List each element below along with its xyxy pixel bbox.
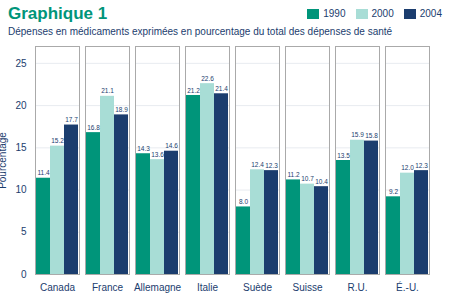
svg-text:15: 15 <box>15 142 27 153</box>
svg-text:8.0: 8.0 <box>239 198 248 205</box>
svg-text:13.5: 13.5 <box>337 152 350 159</box>
svg-text:14.6: 14.6 <box>165 142 178 149</box>
svg-text:0: 0 <box>21 269 27 280</box>
svg-text:13.6: 13.6 <box>151 151 164 158</box>
svg-text:É.-U.: É.-U. <box>396 281 419 293</box>
svg-text:10.4: 10.4 <box>315 178 328 185</box>
svg-text:12.4: 12.4 <box>251 161 264 168</box>
svg-text:Italie: Italie <box>197 282 219 293</box>
svg-text:22.6: 22.6 <box>201 75 214 82</box>
svg-text:Pourcentage: Pourcentage <box>0 132 8 189</box>
svg-text:12.3: 12.3 <box>415 162 428 169</box>
svg-text:10.7: 10.7 <box>301 175 314 182</box>
svg-text:21.4: 21.4 <box>215 85 228 92</box>
html-text:2000: 2000 <box>371 8 394 19</box>
svg-text:12.0: 12.0 <box>401 164 414 171</box>
svg-text:15.2: 15.2 <box>51 137 64 144</box>
svg-text:15.8: 15.8 <box>365 132 378 139</box>
svg-text:14.3: 14.3 <box>137 145 150 152</box>
svg-text:21.2: 21.2 <box>187 87 200 94</box>
svg-text:10: 10 <box>15 184 27 195</box>
svg-text:Suède: Suède <box>243 282 272 293</box>
html-text:Graphique 1: Graphique 1 <box>8 4 108 23</box>
svg-text:Allemagne: Allemagne <box>134 282 182 293</box>
svg-text:16.8: 16.8 <box>87 124 100 131</box>
svg-text:11.4: 11.4 <box>37 169 50 176</box>
svg-text:21.1: 21.1 <box>101 87 114 94</box>
svg-text:17.7: 17.7 <box>65 116 78 123</box>
svg-text:11.2: 11.2 <box>287 171 300 178</box>
html-text:2004: 2004 <box>419 8 442 19</box>
svg-text:18.9: 18.9 <box>115 106 128 113</box>
svg-text:20: 20 <box>15 100 27 111</box>
svg-text:25: 25 <box>15 58 27 69</box>
svg-text:Canada: Canada <box>40 282 75 293</box>
svg-text:R.U.: R.U. <box>348 282 368 293</box>
svg-text:15.9: 15.9 <box>351 131 364 138</box>
svg-text:France: France <box>92 282 124 293</box>
html-text:Dépenses en médicaments exprim: Dépenses en médicaments exprimées en pou… <box>8 26 393 37</box>
svg-text:9.2: 9.2 <box>389 188 398 195</box>
html-text:1990: 1990 <box>323 8 346 19</box>
svg-text:5: 5 <box>21 226 27 237</box>
svg-text:12.3: 12.3 <box>265 162 278 169</box>
svg-text:Suisse: Suisse <box>292 282 322 293</box>
